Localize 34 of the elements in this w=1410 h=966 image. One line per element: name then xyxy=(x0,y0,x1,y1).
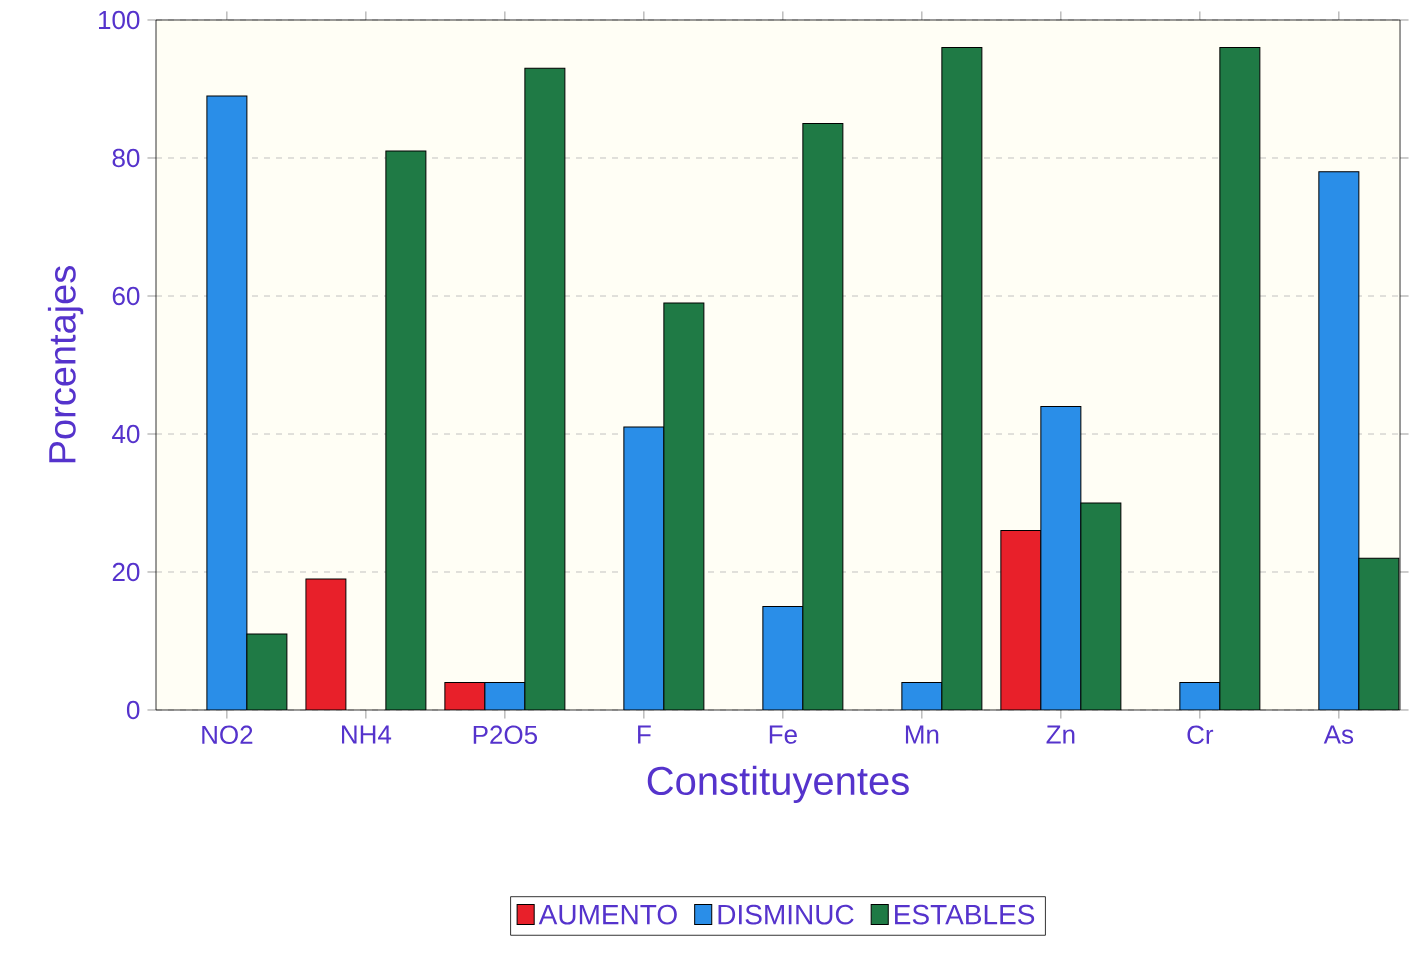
bar xyxy=(802,123,844,710)
bar xyxy=(1318,171,1360,710)
y-tick-label: 100 xyxy=(99,10,140,30)
bar xyxy=(246,633,288,710)
x-tick-label: Mn xyxy=(905,725,939,744)
x-tick-label: Fe xyxy=(769,725,797,744)
legend-label: AUMENTO xyxy=(538,904,677,925)
bar xyxy=(1080,502,1122,710)
bar xyxy=(941,47,983,710)
x-tick-label: P2O5 xyxy=(473,725,538,745)
legend-label: ESTABLES xyxy=(895,904,1035,925)
x-tick-label: NH4 xyxy=(342,725,392,744)
x-tick-label: Zn xyxy=(1046,725,1075,744)
bar xyxy=(1358,557,1400,710)
y-tick-label: 60 xyxy=(112,286,140,306)
legend-label: DISMINUC xyxy=(718,904,854,925)
y-tick-label: 20 xyxy=(112,562,140,582)
x-axis-title: Constituyentes xyxy=(647,765,909,804)
x-tick-label: As xyxy=(1323,725,1354,744)
x-tick-label: NO2 xyxy=(202,725,253,745)
bar xyxy=(762,606,804,710)
bar xyxy=(623,426,665,710)
x-tick-label: F xyxy=(638,725,651,744)
y-axis-title: Porcentajes xyxy=(47,266,84,463)
bar xyxy=(1040,405,1082,710)
bar xyxy=(1219,47,1261,710)
bar xyxy=(385,150,427,710)
y-tick-label: 80 xyxy=(112,148,140,168)
bar xyxy=(206,95,248,710)
bar xyxy=(663,302,705,710)
bar xyxy=(524,67,566,710)
x-tick-label: Cr xyxy=(1187,725,1214,745)
y-tick-label: 40 xyxy=(112,424,140,444)
y-tick-label: 0 xyxy=(126,700,140,720)
